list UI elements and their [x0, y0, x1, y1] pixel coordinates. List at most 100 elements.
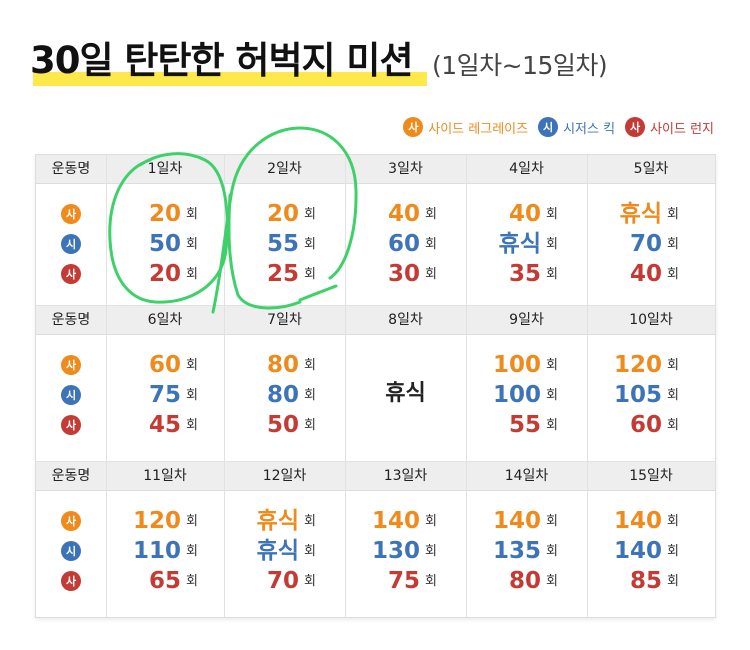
- column-divider: [587, 462, 588, 617]
- exercise-badge: 사: [61, 415, 81, 435]
- rep-unit: 회: [425, 544, 437, 559]
- legend-label: 사이드 레그레이즈: [428, 121, 529, 137]
- rep-unit: 회: [546, 418, 558, 433]
- rep-unit: 회: [186, 418, 198, 433]
- rep-unit: 회: [304, 418, 316, 433]
- rep-count: 40: [629, 261, 662, 287]
- rep-count: 85: [629, 568, 662, 594]
- rep-count: 75: [148, 382, 181, 408]
- column-divider: [466, 306, 467, 462]
- legend-badge: 사: [403, 117, 424, 137]
- rep-unit: 회: [667, 544, 679, 559]
- column-divider: [224, 155, 225, 306]
- rep-unit: 회: [667, 237, 679, 252]
- rep-unit: 회: [304, 267, 316, 282]
- column-divider: [587, 306, 588, 462]
- rep-unit: 회: [425, 207, 437, 222]
- rep-unit: 회: [667, 358, 679, 373]
- rep-count: 120: [132, 508, 181, 534]
- rep-count: 55: [266, 231, 299, 257]
- day-header: 4일차: [509, 161, 544, 177]
- rep-unit: 회: [546, 358, 558, 373]
- rep-count: 20: [266, 201, 299, 227]
- rest-value: 휴식: [498, 231, 541, 257]
- exercise-badge: 시: [61, 385, 81, 405]
- legend-label: 시저스 킥: [563, 121, 616, 137]
- rep-unit: 회: [186, 358, 198, 373]
- legend-label: 사이드 런지: [650, 121, 714, 137]
- table-section: 운동명 11일차 12일차 13일차 14일차 15일차 사 시 사 120 회 110 회 65 회 휴식 회…: [36, 462, 715, 617]
- rep-count: 65: [148, 568, 181, 594]
- rep-count: 60: [387, 231, 420, 257]
- row-header-label: 운동명: [51, 312, 91, 328]
- rep-count: 50: [266, 412, 299, 438]
- rep-unit: 회: [546, 544, 558, 559]
- rep-count: 80: [266, 352, 299, 378]
- legend-item-scissors-kick: 시 시저스 킥: [538, 117, 615, 137]
- exercise-badge: 사: [61, 355, 81, 375]
- column-divider: [345, 306, 346, 462]
- rep-unit: 회: [304, 388, 316, 403]
- rep-unit: 회: [304, 514, 316, 529]
- page-title: 30일 탄탄한 허벅지 미션: [30, 39, 413, 82]
- section-header-row: [36, 306, 715, 335]
- rep-count: 140: [371, 508, 420, 534]
- exercise-badge: 사: [61, 571, 81, 591]
- day-header: 3일차: [388, 161, 423, 177]
- rest-value: 휴식: [619, 201, 662, 227]
- table-section: 운동명 1일차 2일차 3일차 4일차 5일차 사 시 사 20 회 50 회 20 회 20 회 55 회 25 회 4…: [36, 155, 715, 306]
- day-header: 2일차: [267, 161, 302, 177]
- day-header: 8일차: [388, 312, 423, 328]
- day-header: 13일차: [383, 468, 428, 484]
- rep-unit: 회: [425, 267, 437, 282]
- rep-unit: 회: [546, 388, 558, 403]
- rep-count: 120: [613, 352, 662, 378]
- exercise-badge: 시: [61, 234, 81, 254]
- rep-unit: 회: [425, 574, 437, 589]
- rep-unit: 회: [546, 267, 558, 282]
- column-divider: [345, 155, 346, 306]
- rep-unit: 회: [425, 514, 437, 529]
- rep-count: 75: [387, 568, 420, 594]
- day-header: 15일차: [629, 468, 673, 484]
- rest-value: 휴식: [256, 538, 299, 564]
- column-divider: [224, 306, 225, 462]
- rest-value: 휴식: [256, 508, 299, 534]
- rest-day-label: 휴식: [385, 381, 426, 406]
- rep-unit: 회: [304, 237, 316, 252]
- rep-unit: 회: [667, 514, 679, 529]
- column-divider: [466, 155, 467, 306]
- rep-count: 60: [148, 352, 181, 378]
- legend-item-side-lunge: 사 사이드 런지: [625, 117, 714, 137]
- table-section: 운동명 6일차 7일차 8일차 9일차 10일차 사 시 사 60 회 75 회 45 회 80 회 80 회 50 회…: [36, 306, 715, 462]
- rep-count: 50: [148, 231, 181, 257]
- rep-unit: 회: [546, 207, 558, 222]
- rep-unit: 회: [186, 267, 198, 282]
- exercise-badge: 사: [61, 264, 81, 284]
- rep-unit: 회: [546, 574, 558, 589]
- rep-unit: 회: [425, 237, 437, 252]
- rep-count: 105: [613, 382, 662, 408]
- exercise-badge: 시: [61, 541, 81, 561]
- rep-unit: 회: [546, 237, 558, 252]
- rep-unit: 회: [186, 207, 198, 222]
- rep-count: 25: [266, 261, 299, 287]
- rep-unit: 회: [667, 207, 679, 222]
- rep-count: 20: [148, 201, 181, 227]
- rep-unit: 회: [667, 574, 679, 589]
- rep-unit: 회: [546, 514, 558, 529]
- exercise-badge: 사: [61, 511, 81, 531]
- legend-badge: 사: [625, 117, 646, 137]
- row-header-label: 운동명: [51, 468, 91, 484]
- rep-count: 100: [492, 352, 541, 378]
- section-divider: [36, 461, 715, 462]
- section-divider: [36, 305, 715, 306]
- rep-count: 20: [148, 261, 181, 287]
- rep-count: 140: [492, 508, 541, 534]
- rep-unit: 회: [186, 388, 198, 403]
- rep-count: 110: [132, 538, 181, 564]
- exercise-badge: 사: [61, 204, 81, 224]
- column-divider: [466, 462, 467, 617]
- rep-count: 70: [629, 231, 662, 257]
- rep-count: 80: [266, 382, 299, 408]
